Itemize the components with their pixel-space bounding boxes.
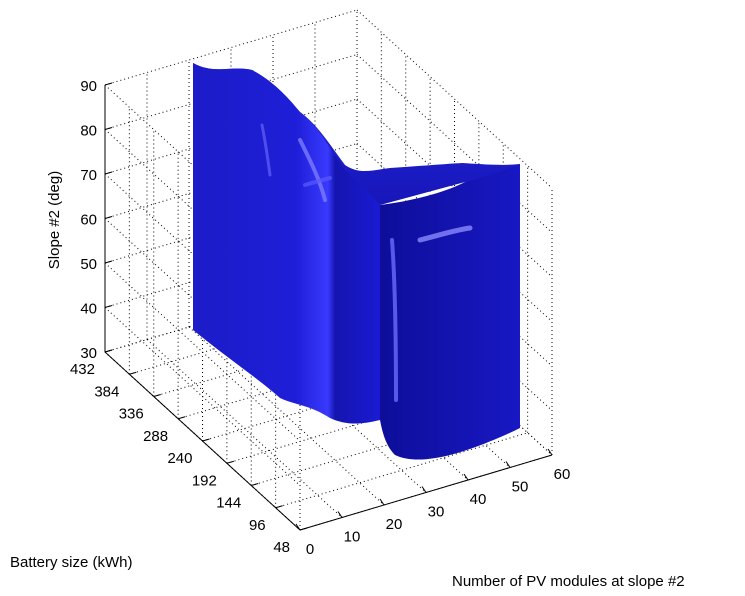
y-tick-mark: [129, 371, 137, 375]
x-tick-mark: [421, 486, 427, 493]
y-axis-label: Battery size (kWh): [10, 554, 133, 571]
axis-lines: [104, 82, 553, 531]
x-tick-label: 30: [428, 504, 445, 521]
x-tick-mark: [463, 473, 469, 481]
z-tick-mark: [104, 171, 113, 175]
x-axis-label: Number of PV modules at slope #2: [452, 573, 685, 590]
y-tick-mark: [251, 483, 259, 486]
z-tick-labels: 30 40 50 60 70 80 90: [80, 78, 97, 362]
y-tick-label: 192: [192, 472, 217, 489]
grid-line: [356, 9, 553, 189]
z-tick-mark: [104, 305, 113, 308]
y-tick-label: 336: [119, 406, 144, 423]
y-tick-mark: [104, 349, 113, 353]
surface-highlight: [417, 225, 473, 243]
z-axis-label: Slope #2 (deg): [46, 171, 63, 269]
grid-line: [188, 326, 385, 506]
surface-left-face: [193, 63, 380, 424]
surface-highlight: [390, 238, 398, 402]
z-tick-label: 70: [80, 167, 97, 184]
y-tick-mark: [226, 460, 235, 464]
x-tick-label: 50: [512, 479, 529, 496]
x-tick-label: 0: [306, 541, 314, 558]
x-tick-label: 10: [344, 529, 361, 546]
y-tick-mark: [177, 416, 186, 420]
z-tick-mark: [104, 127, 113, 130]
surface: [193, 63, 520, 460]
y-tick-mark: [299, 527, 308, 531]
x-tick-mark: [337, 511, 343, 518]
z-tick-label: 90: [80, 78, 97, 95]
x-tick-label: 20: [386, 516, 403, 533]
y-tick-label: 48: [273, 539, 290, 556]
surface-highlight: [303, 176, 332, 187]
x-tick-mark: [295, 523, 301, 531]
z-tick-mark: [104, 82, 113, 86]
x-tick-mark: [379, 498, 385, 506]
y-tick-label: 384: [94, 383, 119, 400]
y-tick-label: 432: [70, 361, 95, 378]
surface-right-face: [380, 164, 520, 460]
y-tick-label: 288: [143, 428, 168, 445]
x-tick-labels: 0 10 20 30 40 50 60: [306, 466, 571, 558]
z-tick-mark: [104, 260, 113, 264]
y-tick-mark: [153, 394, 161, 397]
x-tick-label: 60: [554, 466, 571, 483]
grid-line: [146, 339, 343, 518]
x-tick-label: 40: [470, 491, 487, 508]
y-tick-label: 240: [167, 450, 192, 467]
z-tick-label: 50: [80, 256, 97, 273]
z-tick-mark: [104, 216, 113, 219]
y-tick-mark: [275, 505, 283, 509]
y-tick-mark: [202, 438, 210, 442]
x-tick-mark: [547, 448, 553, 456]
y-tick-label: 96: [249, 517, 266, 534]
z-tick-label: 30: [80, 345, 97, 362]
z-tick-label: 40: [80, 301, 97, 318]
z-tick-label: 60: [80, 212, 97, 229]
y-tick-label: 144: [216, 495, 241, 512]
z-tick-label: 80: [80, 123, 97, 140]
surface-highlight: [298, 138, 327, 202]
surface-highlight: [260, 123, 272, 177]
x-tick-mark: [505, 461, 511, 468]
